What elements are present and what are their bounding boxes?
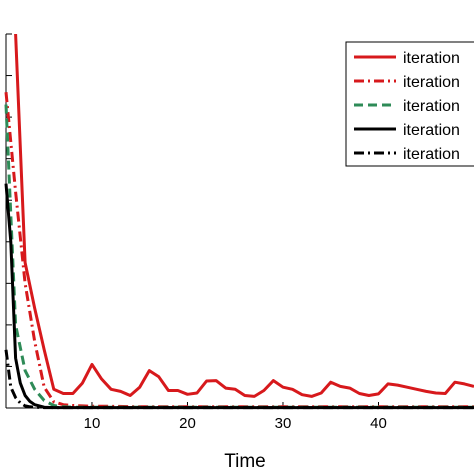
x-tick-label: 10 (84, 415, 101, 432)
legend-label-4: iteration (403, 122, 460, 139)
series-lines (4, 33, 474, 410)
legend-label-3: iteration (403, 98, 460, 115)
legend-label-1: iteration (403, 50, 460, 67)
x-tick-label: 40 (370, 415, 387, 432)
legend-label-2: iteration (403, 74, 460, 91)
legend: iteration iteration iteration iteration iter… (345, 41, 474, 167)
legend-box (345, 41, 474, 167)
legend-label-5: iteration (403, 146, 460, 163)
series-line-5 (4, 349, 474, 410)
series-line-4 (4, 183, 474, 410)
x-axis-label: Time (224, 451, 266, 472)
x-tick-label: 20 (179, 415, 196, 432)
series-line-1 (14, 33, 474, 398)
x-tick-label: 30 (275, 415, 292, 432)
